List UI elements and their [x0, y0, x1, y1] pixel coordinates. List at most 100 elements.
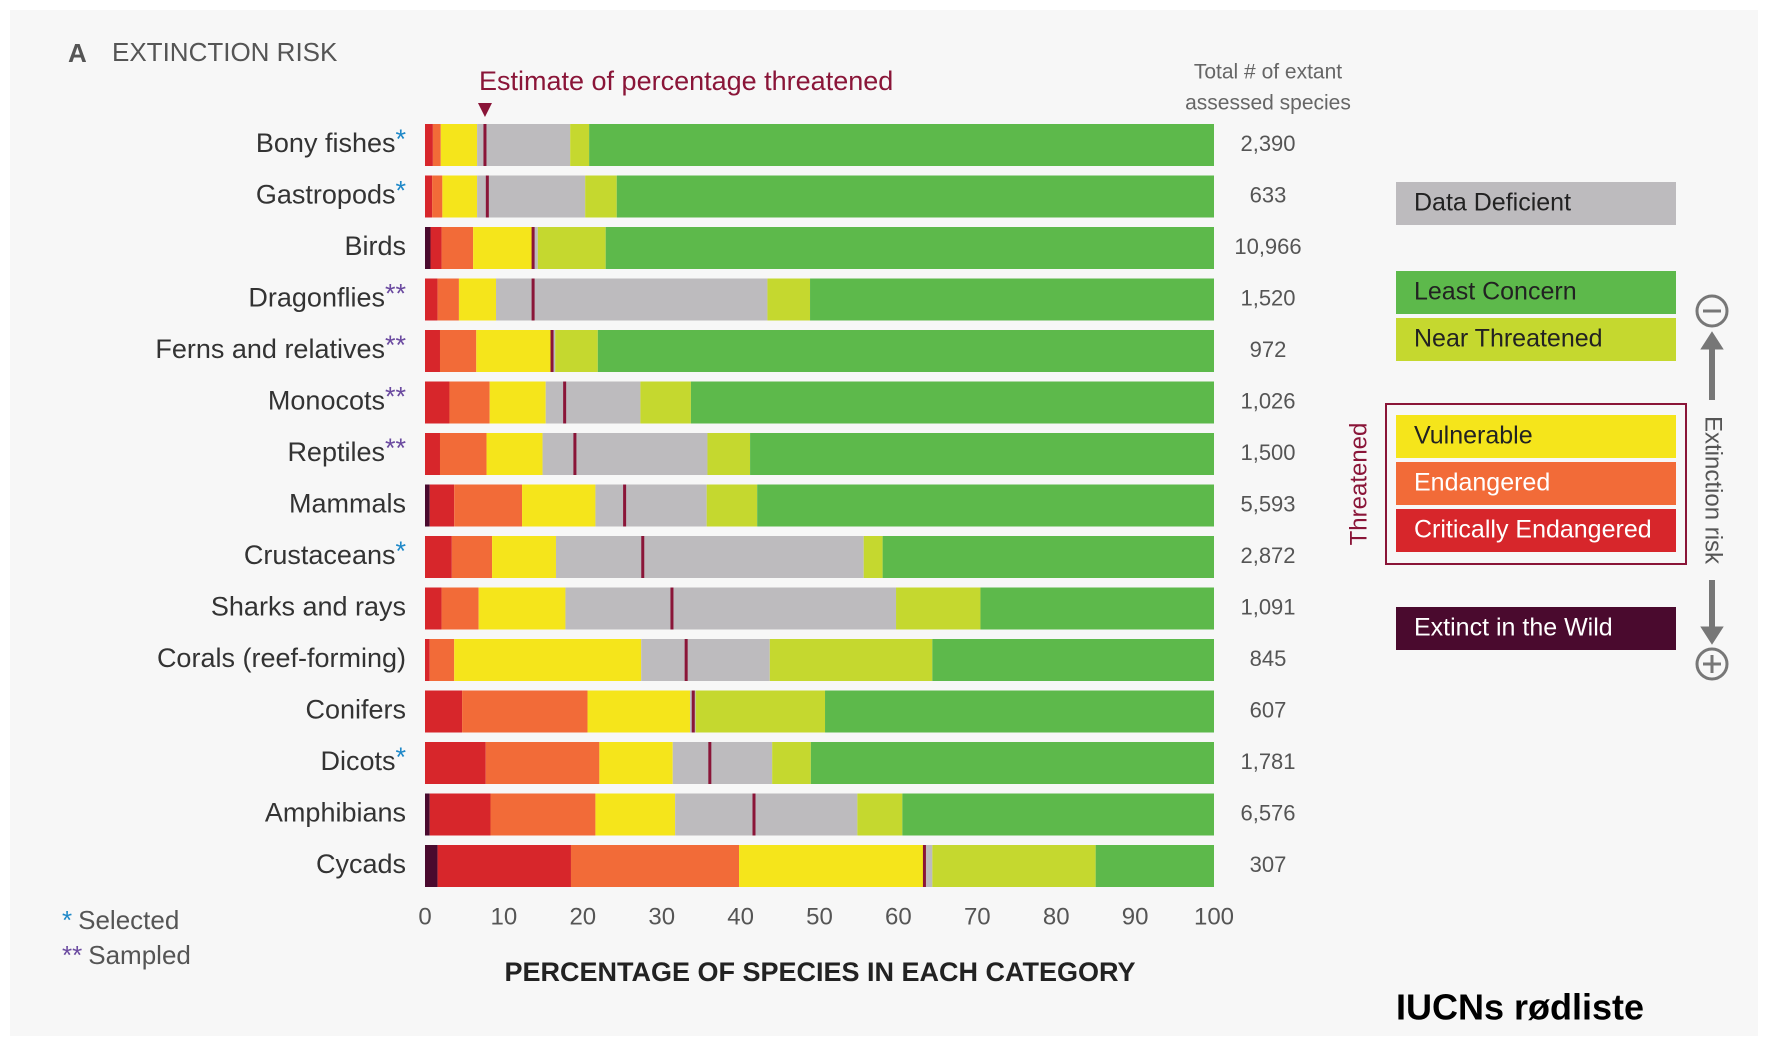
x-tick-label: 30 — [648, 903, 675, 930]
legend-swatch — [1396, 271, 1676, 314]
bar-segment — [496, 278, 768, 321]
bar-segment — [896, 587, 981, 630]
bar-segment — [750, 433, 1214, 475]
bar-segment — [980, 587, 1214, 630]
x-tick-label: 90 — [1122, 903, 1149, 930]
footnote-label: Selected — [78, 905, 179, 935]
bar-segment — [533, 227, 538, 269]
category-marker: ** — [385, 330, 407, 360]
bar-segment — [449, 381, 490, 424]
threatened-label: Threatened — [1345, 423, 1372, 546]
bar-segment — [437, 845, 571, 887]
bar-segment — [690, 381, 1214, 424]
legend-swatch — [1396, 509, 1676, 552]
bar-segment — [439, 330, 477, 372]
plus-icon — [1695, 647, 1729, 681]
bar-segment — [555, 330, 598, 372]
category-label: Cycads — [316, 849, 406, 879]
bar-segment — [425, 587, 442, 630]
bar-segment — [595, 484, 707, 527]
annotation: Estimate of percentage threatened — [479, 66, 893, 96]
bar-segment — [565, 587, 897, 630]
bar-segment — [425, 175, 433, 218]
x-tick-label: 10 — [491, 903, 518, 930]
bar-segment — [425, 124, 433, 166]
bar-segment — [585, 175, 617, 218]
x-axis-title: PERCENTAGE OF SPECIES IN EACH CATEGORY — [504, 957, 1135, 987]
total-count: 1,520 — [1240, 285, 1295, 310]
category-label: Sharks and rays — [211, 592, 406, 622]
bar-segment — [595, 793, 676, 836]
legend-label: Near Threatened — [1414, 325, 1603, 353]
total-count: 2,872 — [1240, 543, 1295, 568]
bar-segment — [597, 330, 1214, 372]
category-name: Ferns and relatives — [155, 334, 385, 364]
bar-segment — [425, 484, 430, 527]
bar-segment — [599, 742, 673, 784]
bar-segment — [640, 381, 691, 424]
total-count: 5,593 — [1240, 491, 1295, 516]
bar-segment — [707, 433, 751, 475]
bar-segment — [441, 587, 479, 630]
legend-label: Critically Endangered — [1414, 516, 1652, 544]
category-name: Crustaceans — [244, 540, 396, 570]
bar-segment — [522, 484, 596, 527]
legend-label: Vulnerable — [1414, 422, 1533, 450]
category-marker: ** — [385, 433, 407, 463]
bar-segment — [439, 433, 487, 475]
category-name: Sharks and rays — [211, 592, 406, 622]
category-name: Dragonflies — [248, 283, 385, 313]
bar-segment — [772, 742, 811, 784]
legend-swatch — [1396, 182, 1676, 225]
chart-title: EXTINCTION RISK — [112, 37, 338, 67]
bar-segment — [605, 227, 1214, 269]
bar-segment — [492, 536, 556, 578]
category-marker: * — [395, 536, 406, 566]
category-name: Gastropods — [256, 180, 396, 210]
category-label: Reptiles** — [287, 433, 406, 467]
total-count: 307 — [1250, 852, 1287, 877]
x-tick-label: 80 — [1043, 903, 1070, 930]
bar-segment — [810, 278, 1214, 321]
bar-segment — [425, 639, 430, 681]
category-label: Mammals — [289, 489, 406, 519]
bar-segment — [425, 278, 438, 321]
x-tick-label: 60 — [885, 903, 912, 930]
bar-segment — [925, 845, 933, 887]
bar-segment — [430, 227, 442, 269]
x-tick-label: 50 — [806, 903, 833, 930]
bar-segment — [769, 639, 933, 681]
bar-segment — [695, 690, 826, 733]
bar-segment — [810, 742, 1214, 784]
legend-label: Least Concern — [1414, 278, 1577, 306]
bar-segment — [857, 793, 903, 836]
footnote: * Selected — [62, 905, 179, 935]
bar-segment — [425, 227, 431, 269]
category-label: Corals (reef-forming) — [157, 643, 406, 673]
panel-label: A — [68, 38, 87, 68]
bar-segment — [486, 433, 543, 475]
bar-segment — [706, 484, 758, 527]
bar-segment — [672, 742, 773, 784]
total-count: 845 — [1250, 646, 1287, 671]
category-name: Reptiles — [287, 437, 385, 467]
bar-segment — [552, 330, 556, 372]
arrow-head — [1700, 331, 1724, 350]
bar-segment — [1095, 845, 1214, 887]
bar-segment — [451, 536, 493, 578]
category-name: Dicots — [320, 746, 395, 776]
legend-label: Extinct in the Wild — [1414, 614, 1613, 642]
footnote: ** Sampled — [62, 940, 191, 970]
x-tick-label: 100 — [1194, 903, 1234, 930]
category-label: Crustaceans* — [244, 536, 407, 570]
bar-segment — [432, 124, 441, 166]
category-marker: * — [395, 742, 406, 772]
bar-segment — [462, 690, 588, 733]
bar-segment — [425, 690, 463, 733]
legend-swatch — [1396, 318, 1676, 361]
caption: IUCNs rødliste — [1396, 987, 1644, 1028]
category-name: Monocots — [268, 386, 385, 416]
bar-segment — [739, 845, 926, 887]
bar-segment — [825, 690, 1214, 733]
